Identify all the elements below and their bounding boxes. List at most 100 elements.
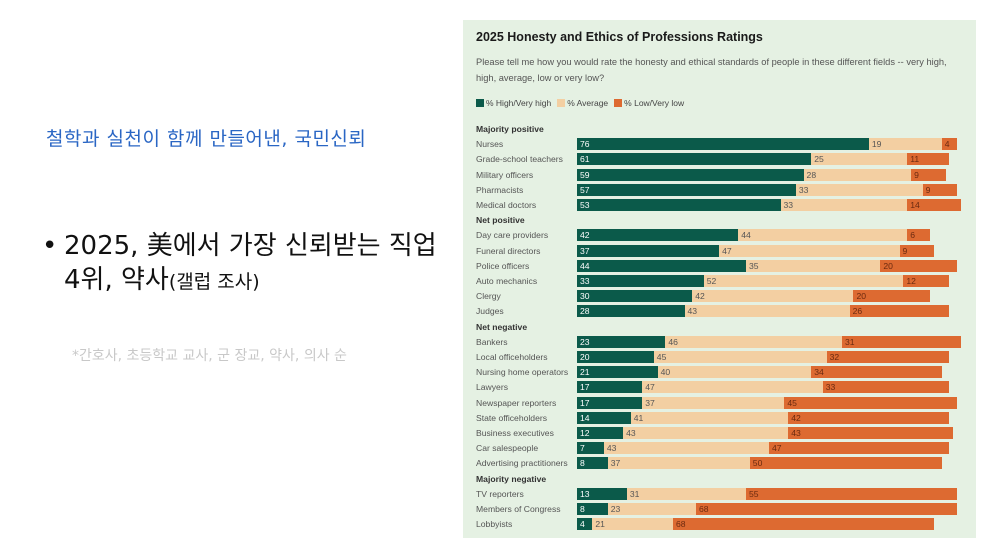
- data-label: 55: [748, 488, 759, 499]
- data-label: 47: [722, 245, 732, 256]
- bar-segment-low: 47: [769, 442, 950, 455]
- data-label: 6: [910, 230, 916, 241]
- bar-segment-average: 40: [657, 366, 812, 379]
- bar-row: Military officers 59 28 9: [463, 168, 976, 183]
- data-label: 42: [580, 230, 590, 241]
- legend-swatch: [476, 99, 484, 107]
- category-label: Day care providers: [476, 230, 549, 241]
- data-label: 20: [580, 352, 590, 362]
- bar-segment-low: 34: [811, 366, 942, 379]
- bar-segment-high: 23: [577, 335, 666, 348]
- bar-segment-high: 13: [577, 487, 627, 500]
- bar-segment-average: 33: [795, 183, 923, 196]
- bar-segment-high: 8: [577, 503, 608, 515]
- bar-row: Nursing home operators 21 40 34: [463, 365, 976, 380]
- bar-segment-high: 61: [577, 153, 812, 166]
- category-label: Funeral directors: [476, 245, 541, 256]
- data-label: 57: [580, 184, 590, 195]
- data-label: 37: [610, 458, 621, 469]
- data-label: 30: [580, 291, 590, 302]
- data-label: 50: [752, 458, 763, 469]
- data-label: 43: [687, 306, 698, 317]
- group-label: Majority negative: [476, 473, 547, 484]
- bullet-main-text: 2025, 美에서 가장 신뢰받는 직업 4위, 약사: [64, 231, 437, 295]
- data-label: 43: [606, 443, 617, 454]
- bar-row: Police officers 44 35 20: [463, 259, 976, 274]
- data-label: 44: [741, 230, 751, 241]
- data-label: 25: [814, 154, 824, 165]
- category-label: State officeholders: [476, 412, 548, 423]
- group-label: Net negative: [476, 321, 528, 332]
- bar-row: Lobbyists 4 21 68: [463, 517, 976, 532]
- bar-segment-average: 19: [868, 138, 942, 151]
- data-label: 33: [798, 184, 809, 195]
- data-label: 52: [706, 276, 717, 286]
- bar-row: Pharmacists 57 33 9: [463, 183, 976, 198]
- bar-segment-average: 43: [684, 305, 850, 318]
- bar-segment-high: 76: [577, 138, 869, 151]
- data-label: 44: [580, 260, 590, 271]
- data-label: 43: [791, 428, 801, 438]
- bar-segment-low: 42: [788, 411, 950, 424]
- category-label: Judges: [476, 306, 504, 317]
- category-label: Grade-school teachers: [476, 154, 563, 165]
- bar-segment-high: 20: [577, 351, 654, 363]
- group-header: Majority negative: [463, 472, 976, 487]
- data-label: 20: [856, 291, 867, 302]
- data-label: 45: [656, 352, 667, 362]
- bar-segment-high: 37: [577, 244, 720, 257]
- data-label: 12: [906, 276, 916, 286]
- bar-row: Medical doctors 53 33 14: [463, 198, 976, 213]
- legend-swatch: [614, 99, 623, 107]
- bar-segment-average: 52: [703, 275, 904, 287]
- bar-segment-high: 17: [577, 396, 643, 409]
- data-label: 20: [883, 260, 893, 271]
- category-label: Pharmacists: [476, 184, 524, 195]
- data-label: 21: [595, 519, 605, 530]
- bar-segment-low: 11: [907, 153, 950, 166]
- group-label: Majority positive: [476, 124, 544, 134]
- bar-row: Clergy 30 42 20: [463, 289, 976, 304]
- data-label: 31: [629, 488, 640, 499]
- data-label: 17: [580, 382, 590, 393]
- bar-segment-high: 7: [577, 442, 604, 455]
- data-label: 28: [806, 169, 817, 180]
- category-label: Car salespeople: [476, 443, 539, 454]
- data-label: 37: [580, 245, 590, 256]
- bar-segment-high: 33: [577, 275, 704, 287]
- category-label: Nurses: [476, 139, 504, 150]
- bar-segment-average: 37: [607, 457, 750, 470]
- group-header: Net negative: [463, 320, 976, 335]
- category-label: Newspaper reporters: [476, 397, 557, 408]
- category-label: Lawyers: [476, 382, 508, 393]
- data-label: 31: [844, 336, 855, 347]
- data-label: 43: [626, 428, 636, 438]
- legend-label: % Average: [567, 98, 609, 108]
- bar-row: TV reporters 13 31 55: [463, 487, 976, 502]
- bar-segment-high: 30: [577, 290, 693, 303]
- category-label: Members of Congress: [476, 504, 561, 514]
- bar-segment-average: 23: [607, 503, 697, 515]
- bar-segment-average: 44: [738, 229, 908, 242]
- data-label: 23: [610, 504, 621, 514]
- category-label: TV reporters: [476, 488, 524, 499]
- bar-segment-high: 14: [577, 411, 631, 424]
- data-label: 68: [676, 519, 686, 530]
- footnote: *간호사, 초등학교 교사, 군 장교, 약사, 의사 순: [72, 348, 347, 364]
- chart-title: 2025 Honesty and Ethics of Professions R…: [476, 30, 763, 44]
- data-label: 37: [645, 397, 655, 408]
- bar-segment-average: 47: [642, 381, 823, 394]
- legend-item: % Low/Very low: [614, 98, 684, 108]
- legend-label: % Low/Very low: [624, 98, 685, 108]
- data-label: 40: [660, 367, 671, 378]
- bar-segment-average: 46: [665, 335, 842, 348]
- chart-legend: % High/Very high % Average % Low/Very low: [476, 98, 684, 108]
- bar-segment-low: 33: [822, 381, 950, 394]
- data-label: 47: [772, 443, 782, 454]
- data-label: 14: [580, 412, 590, 423]
- data-label: 34: [814, 367, 824, 378]
- data-label: 9: [925, 184, 931, 195]
- category-label: Police officers: [476, 260, 530, 271]
- data-label: 11: [910, 154, 920, 165]
- bar-row: Lawyers 17 47 33: [463, 380, 976, 395]
